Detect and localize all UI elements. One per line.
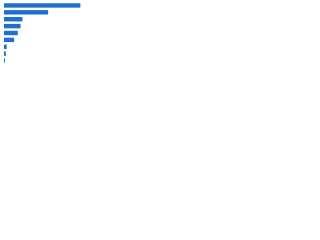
bar — [4, 51, 6, 56]
bar — [4, 10, 49, 15]
bar — [4, 30, 18, 36]
bar — [4, 3, 81, 8]
bar — [4, 17, 23, 22]
bar — [4, 23, 21, 29]
bar — [4, 44, 7, 49]
bar — [4, 37, 15, 43]
bar — [4, 58, 5, 63]
chart — [4, 3, 81, 63]
page: {"chart_data": {"type": "bar", "orientat… — [0, 0, 100, 71]
